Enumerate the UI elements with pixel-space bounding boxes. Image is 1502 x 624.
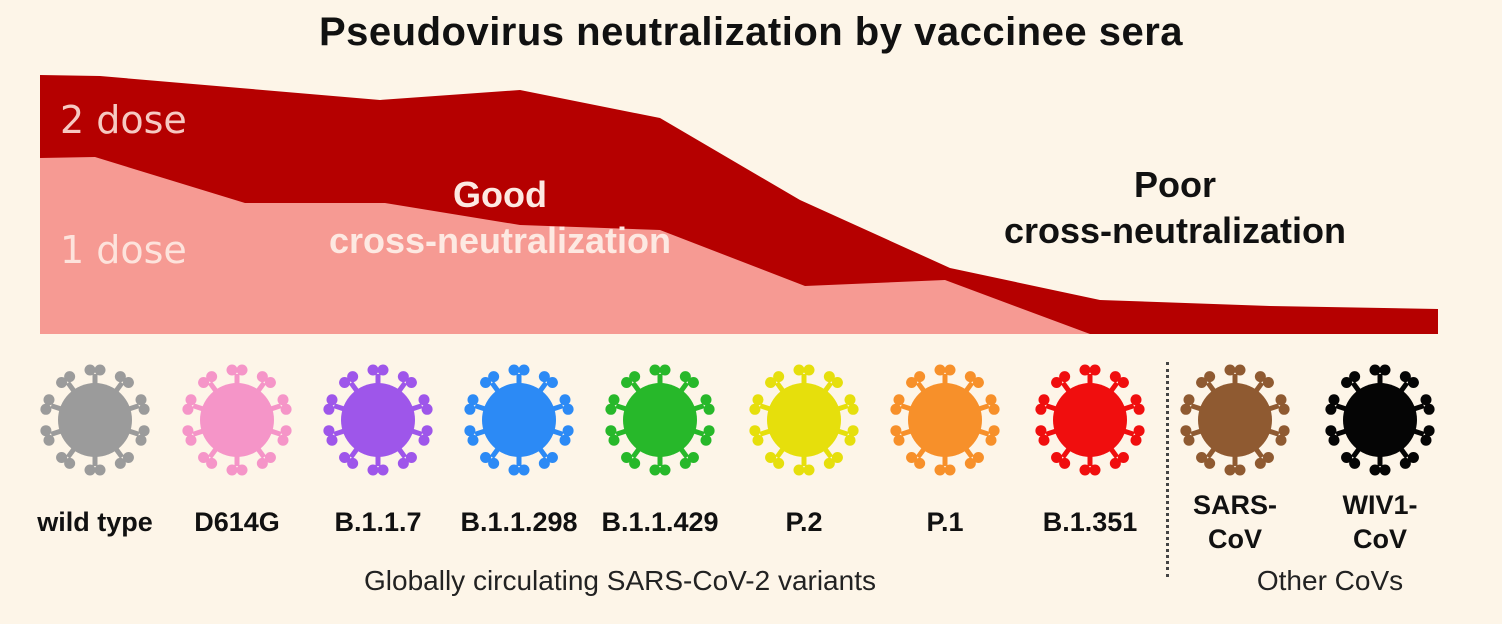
good-line2: cross-neutralization bbox=[328, 220, 672, 261]
variant-label-line: CoV bbox=[1353, 524, 1407, 554]
virus-icon bbox=[1020, 360, 1160, 480]
neutralization-area-chart bbox=[40, 75, 1438, 334]
one-dose-label: 1 dose bbox=[60, 228, 187, 272]
poor-line1: Poor bbox=[1133, 164, 1216, 205]
virus-icon bbox=[590, 360, 730, 480]
group-divider bbox=[1166, 362, 1169, 577]
variant-label: B.1.1.298 bbox=[460, 507, 578, 537]
variant-label: B.1.1.7 bbox=[334, 507, 422, 537]
virus-icon bbox=[875, 360, 1015, 480]
variant-label-line: CoV bbox=[1208, 524, 1262, 554]
poor-cross-neutralization-annotation: Poor cross-neutralization bbox=[960, 162, 1390, 254]
virus-icon bbox=[734, 360, 874, 480]
two-dose-label: 2 dose bbox=[60, 98, 187, 142]
variant-label: wild type bbox=[37, 507, 153, 537]
variant-label: P.1 bbox=[926, 507, 964, 537]
variant-label: SARS- CoV bbox=[1155, 488, 1315, 556]
virus-icon bbox=[308, 360, 448, 480]
virus-icon bbox=[167, 360, 307, 480]
variant-label-line: WIV1- bbox=[1342, 490, 1418, 520]
other-covs-group-label: Other CoVs bbox=[1256, 565, 1404, 596]
virus-icon bbox=[1165, 360, 1305, 480]
variant-label: B.1.1.429 bbox=[601, 507, 719, 537]
variant-label-line: SARS- bbox=[1192, 490, 1277, 520]
variant-label: B.1.351 bbox=[1042, 507, 1138, 537]
good-line1: Good bbox=[453, 174, 547, 215]
figure-title: Pseudovirus neutralization by vaccinee s… bbox=[318, 10, 1184, 54]
poor-line2: cross-neutralization bbox=[1003, 210, 1347, 251]
virus-icon bbox=[449, 360, 589, 480]
variant-label: WIV1- CoV bbox=[1300, 488, 1460, 556]
circulating-variants-group-label: Globally circulating SARS-CoV-2 variants bbox=[364, 565, 876, 596]
variant-label: D614G bbox=[194, 507, 280, 537]
variant-label: P.2 bbox=[785, 507, 823, 537]
one-dose-area bbox=[40, 157, 1090, 334]
good-cross-neutralization-annotation: Good cross-neutralization bbox=[280, 172, 720, 264]
virus-icon bbox=[1310, 360, 1450, 480]
virus-icon bbox=[25, 360, 165, 480]
